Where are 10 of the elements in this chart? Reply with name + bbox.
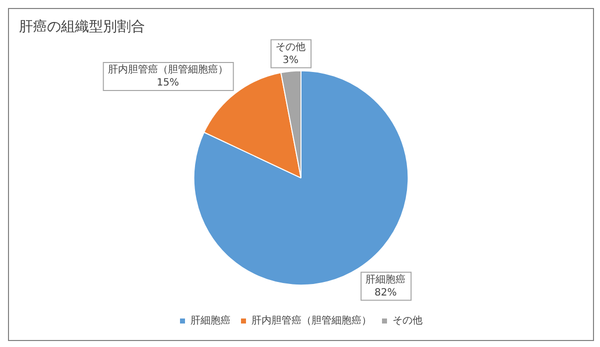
slice-label: 肝内胆管癌（胆管細胞癌） bbox=[108, 64, 228, 76]
data-label: 3% bbox=[282, 54, 298, 66]
chart-title: 肝癌の組織型別割合 bbox=[19, 19, 145, 36]
data-label: 82% bbox=[374, 287, 397, 298]
slice-label: その他 bbox=[276, 40, 306, 53]
legend-label: 肝細胞癌 bbox=[190, 314, 230, 327]
legend-label: その他 bbox=[392, 314, 422, 327]
data-label: 15% bbox=[156, 78, 179, 89]
slice-label: 肝細胞癌 bbox=[366, 273, 406, 286]
legend-label: 肝内胆管癌（胆管細胞癌） bbox=[252, 314, 372, 327]
